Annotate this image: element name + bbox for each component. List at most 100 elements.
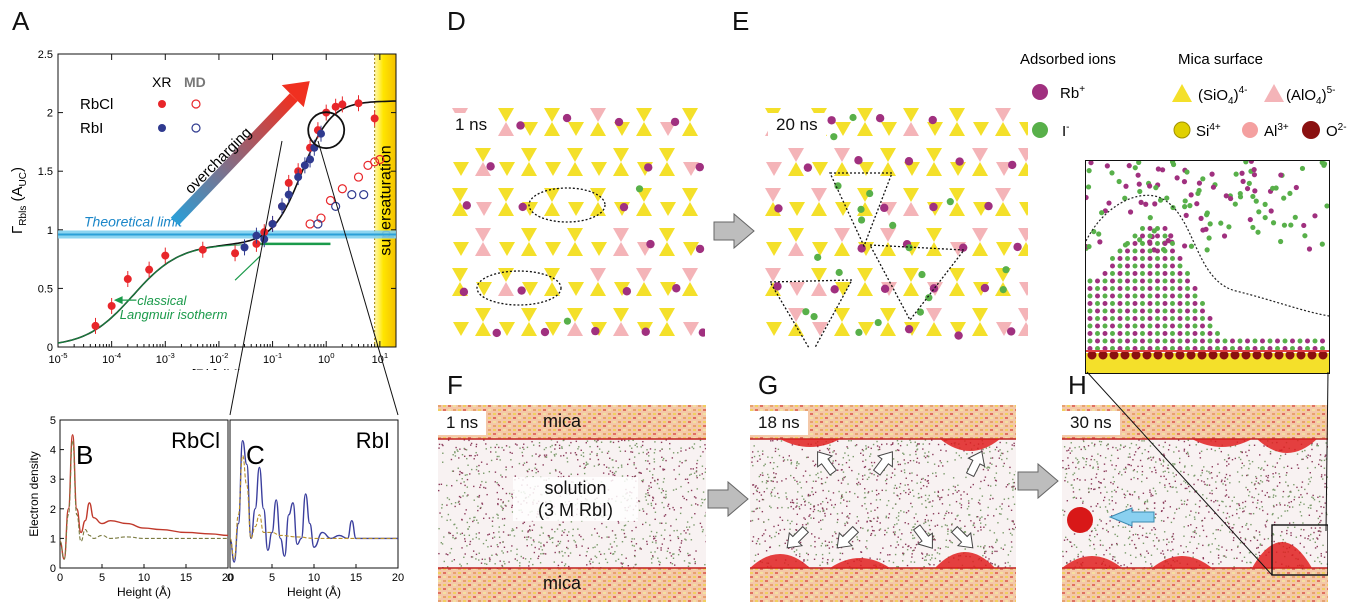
solution-ion	[1132, 165, 1138, 171]
panel-e-surface: 20 ns	[760, 100, 1028, 348]
crystal-ion	[1110, 338, 1115, 344]
tetrahedron	[788, 162, 804, 176]
solution-ion	[1250, 193, 1256, 200]
oxygen-atom	[1263, 350, 1273, 360]
crystal-ion	[1117, 256, 1123, 261]
crystal-ion	[1185, 346, 1190, 351]
solution-ion	[1270, 185, 1276, 191]
data-point-rbi-xr	[278, 202, 287, 211]
crystal-ion	[1125, 263, 1130, 269]
crystal-ion	[1170, 293, 1175, 299]
tetrahedron	[590, 108, 606, 122]
panel-c-title: RbI	[356, 428, 390, 453]
crystal-ion	[1110, 256, 1115, 261]
solution-ion	[1270, 220, 1277, 226]
tetrahedron	[453, 162, 469, 176]
legend-rbcl-md-marker	[191, 99, 201, 109]
solution-ion	[1147, 215, 1153, 221]
panel-letter-b: B	[76, 440, 93, 470]
crystal-ion	[1095, 316, 1100, 321]
tetrahedron	[682, 108, 698, 122]
tetrahedron	[903, 108, 919, 122]
legend-al: Al	[1264, 123, 1277, 140]
zoom-box	[1271, 524, 1328, 576]
crystal-ion	[1117, 263, 1123, 269]
solution-ion	[1135, 172, 1141, 178]
crystal-ion	[1125, 346, 1130, 351]
x-tick-label: 15	[350, 572, 362, 584]
data-point-rbi-md	[359, 190, 369, 200]
iodide-ion	[889, 221, 897, 230]
crystal-ion	[1147, 346, 1153, 351]
tetrahedron	[904, 162, 920, 176]
tetrahedron	[880, 228, 896, 242]
tetrahedron	[788, 308, 804, 322]
nucleus	[1252, 542, 1312, 568]
tetrahedron	[498, 108, 514, 122]
legend: Adsorbed ions Mica surface Rb+ I- (SiO4)…	[1018, 48, 1348, 168]
flow-arrow	[786, 525, 810, 549]
solution-ion	[1153, 185, 1159, 191]
crystal-ion	[1297, 346, 1303, 351]
data-point-rbi-xr	[294, 173, 303, 182]
data-point-rbcl-md	[353, 172, 364, 182]
rb-ion	[462, 201, 471, 210]
rb-ion	[827, 116, 836, 125]
tetrahedron	[949, 268, 965, 282]
crystal-ion	[1230, 338, 1235, 344]
mica-layer	[438, 568, 706, 602]
tetrahedron	[567, 162, 583, 176]
nucleus-outline	[1086, 194, 1329, 317]
rb-ion	[929, 284, 939, 293]
nucleus	[940, 439, 1000, 451]
crystal-ion	[1200, 323, 1205, 329]
solution-ion	[1200, 176, 1206, 182]
tetrahedron	[835, 122, 851, 136]
crystal-ion	[1312, 338, 1318, 344]
tetrahedron	[835, 202, 851, 216]
tetrahedron	[834, 162, 850, 176]
solution-ion	[1243, 161, 1249, 165]
rb-ion	[774, 204, 783, 213]
crystal-ion	[1117, 278, 1123, 284]
tetrahedron	[476, 202, 492, 216]
iodide-ion	[802, 308, 810, 316]
crystal-ion	[1155, 316, 1160, 321]
panel-g-time: 18 ns	[750, 411, 808, 435]
crystal-ion	[1087, 293, 1093, 299]
tetrahedron	[683, 322, 699, 336]
rb-ion	[622, 287, 632, 296]
oxygen-atom	[1186, 350, 1196, 360]
tetrahedron	[544, 202, 560, 216]
tetrahedron	[926, 322, 942, 336]
crystal-ion	[1297, 338, 1303, 344]
crystal-ion	[1155, 338, 1160, 344]
legend-mica-header: Mica surface	[1178, 51, 1263, 68]
si-icon	[1173, 121, 1191, 139]
crystal-ion	[1140, 233, 1145, 239]
rb-ion	[955, 157, 964, 166]
crystal-ion	[1320, 338, 1325, 344]
crystal-ion	[1102, 278, 1108, 284]
inset-zoom	[1085, 160, 1330, 374]
solution-label: solution (3 M RbI)	[513, 477, 638, 521]
tetrahedron	[811, 282, 827, 296]
tetrahedron	[858, 322, 874, 336]
tetrahedron	[452, 188, 468, 202]
solution-ion	[1182, 243, 1188, 249]
tetrahedron	[544, 122, 560, 136]
classical-curve	[57, 244, 245, 344]
panel-d-surface: 1 ns	[447, 100, 705, 348]
tetrahedron	[834, 228, 850, 242]
panel-f-sim: 1 ns mica solution (3 M RbI) mica	[438, 405, 706, 602]
tetrahedron	[788, 148, 804, 162]
tetrahedron	[475, 322, 491, 336]
solution-ion	[1262, 201, 1268, 207]
data-point-rbcl-xr	[331, 102, 340, 111]
x-tick-label: 10-1	[263, 351, 282, 366]
oxygen-atom	[1197, 350, 1207, 360]
solution-ion	[1247, 216, 1253, 223]
tetrahedron	[766, 162, 782, 176]
crystal-ion	[1192, 338, 1198, 344]
tetrahedron	[1019, 202, 1028, 216]
